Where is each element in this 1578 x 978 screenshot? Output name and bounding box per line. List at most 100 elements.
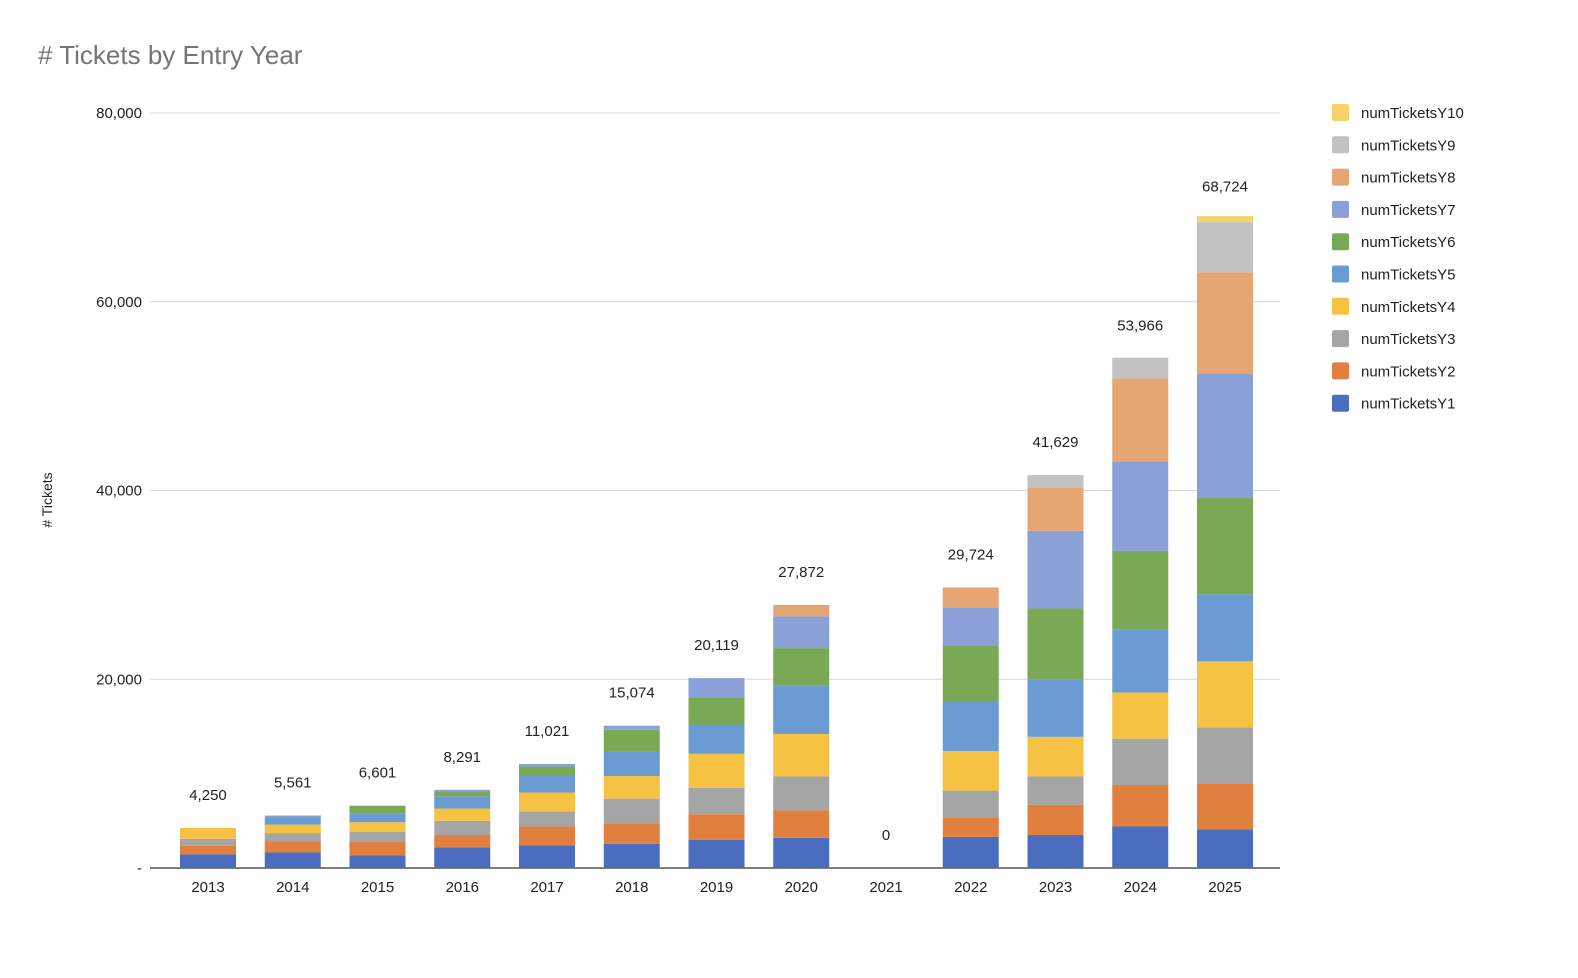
bar-segment-numTicketsY1-2017 — [519, 845, 575, 868]
bar-segment-numTicketsY6-2025 — [1197, 498, 1253, 595]
bar-segment-numTicketsY7-2018 — [603, 725, 660, 730]
bar-segment-numTicketsY1-2018 — [603, 843, 660, 868]
bar-segment-numTicketsY2-2023 — [1027, 804, 1084, 835]
total-data-label: 27,872 — [778, 564, 824, 581]
bar-segment-numTicketsY1-2013 — [180, 854, 236, 868]
bar-segment-numTicketsY3-2015 — [349, 831, 406, 843]
bar-segment-numTicketsY2-2022 — [942, 817, 999, 837]
legend-swatch — [1332, 233, 1349, 251]
bar-segment-numTicketsY10-2025 — [1197, 216, 1253, 223]
bar-segment-numTicketsY3-2023 — [1027, 776, 1084, 805]
bar-segment-numTicketsY5-2025 — [1197, 594, 1253, 662]
bar-segment-numTicketsY4-2015 — [349, 822, 406, 832]
y-axis-title: # Tickets — [39, 472, 55, 527]
legend-swatch — [1332, 265, 1349, 283]
bar-segment-numTicketsY3-2016 — [434, 820, 491, 835]
bar-segment-numTicketsY6-2015 — [349, 805, 406, 814]
bar-segment-numTicketsY6-2023 — [1027, 608, 1084, 680]
bar-segment-numTicketsY6-2016 — [434, 791, 491, 797]
legend-label: numTicketsY1 — [1361, 396, 1455, 413]
total-data-label: 68,724 — [1202, 178, 1248, 195]
x-tick-label: 2017 — [530, 879, 563, 896]
bar-segment-numTicketsY7-2020 — [773, 616, 830, 649]
legend-swatch — [1332, 330, 1349, 348]
total-data-label: 8,291 — [443, 749, 481, 766]
bar-segment-numTicketsY4-2016 — [434, 808, 491, 821]
total-data-label: 5,561 — [274, 775, 312, 792]
total-data-label: 53,966 — [1117, 318, 1163, 335]
bar-segment-numTicketsY6-2018 — [603, 729, 660, 752]
legend-label: numTicketsY10 — [1361, 105, 1464, 122]
bar-segment-numTicketsY6-2017 — [519, 766, 575, 776]
bar-segment-numTicketsY3-2019 — [688, 787, 745, 815]
legend-label: numTicketsY3 — [1361, 331, 1455, 348]
bar-segment-numTicketsY9-2024 — [1112, 357, 1169, 379]
x-tick-label: 2019 — [700, 879, 733, 896]
bar-segment-numTicketsY7-2017 — [519, 763, 575, 767]
bar-segment-numTicketsY6-2022 — [942, 645, 999, 701]
total-data-label: 11,021 — [525, 723, 570, 740]
x-tick-label: 2025 — [1208, 879, 1241, 896]
bar-segment-numTicketsY4-2024 — [1112, 692, 1169, 739]
bar-segment-numTicketsY2-2014 — [264, 841, 321, 853]
bar-segment-numTicketsY3-2025 — [1197, 727, 1253, 785]
bar-segment-numTicketsY1-2023 — [1027, 834, 1084, 868]
bar-segment-numTicketsY2-2015 — [349, 842, 406, 856]
x-tick-label: 2015 — [361, 879, 394, 896]
y-tick-label: 40,000 — [96, 483, 142, 500]
bar-segment-numTicketsY4-2018 — [603, 775, 660, 799]
legend-swatch — [1332, 394, 1349, 412]
bar-segment-numTicketsY8-2022 — [942, 587, 999, 608]
bar-segment-numTicketsY2-2025 — [1197, 784, 1253, 830]
bar-segment-numTicketsY1-2020 — [773, 837, 830, 868]
x-tick-label: 2023 — [1039, 879, 1072, 896]
bar-segment-numTicketsY1-2016 — [434, 847, 491, 868]
bar-segment-numTicketsY5-2023 — [1027, 679, 1084, 737]
bar-segment-numTicketsY6-2020 — [773, 648, 830, 686]
total-data-label: 4,250 — [189, 787, 227, 804]
bar-segment-numTicketsY5-2024 — [1112, 629, 1169, 693]
bar-segment-numTicketsY3-2013 — [180, 838, 236, 846]
bar-segment-numTicketsY5-2015 — [349, 813, 406, 823]
bar-segment-numTicketsY3-2022 — [942, 790, 999, 818]
bar-segment-numTicketsY3-2024 — [1112, 738, 1169, 785]
legend: numTicketsY10 numTicketsY9 numTicketsY8 num… — [1332, 104, 1464, 413]
bar-segment-numTicketsY4-2023 — [1027, 736, 1084, 777]
bar-segment-numTicketsY5-2022 — [942, 700, 999, 751]
bar-segment-numTicketsY2-2024 — [1112, 784, 1169, 827]
bar-segment-numTicketsY3-2014 — [264, 833, 321, 842]
total-data-label: 0 — [882, 827, 890, 844]
chart-title: # Tickets by Entry Year — [38, 40, 303, 70]
bar-segment-numTicketsY1-2024 — [1112, 826, 1169, 868]
bar-segment-numTicketsY4-2014 — [264, 824, 321, 834]
x-tick-label: 2021 — [869, 879, 902, 896]
bar-segment-numTicketsY6-2019 — [688, 697, 745, 725]
legend-label: numTicketsY7 — [1361, 202, 1455, 219]
x-tick-label: 2016 — [446, 879, 479, 896]
bar-segment-numTicketsY4-2013 — [180, 827, 236, 839]
x-tick-label: 2013 — [191, 879, 224, 896]
legend-swatch — [1332, 362, 1349, 380]
bar-segment-numTicketsY4-2017 — [519, 792, 575, 812]
bar-segment-numTicketsY2-2013 — [180, 845, 236, 855]
bar-segment-numTicketsY4-2020 — [773, 733, 830, 777]
bar-segment-numTicketsY7-2023 — [1027, 530, 1084, 609]
bar-segment-numTicketsY5-2016 — [434, 796, 491, 809]
bar-segment-numTicketsY9-2025 — [1197, 222, 1253, 273]
bar-segment-numTicketsY1-2015 — [349, 855, 406, 868]
bar-segment-numTicketsY2-2019 — [688, 814, 745, 840]
bars: 2013 4,250 2014 5,561 2015 6,601 2016 8,291 2017… — [180, 178, 1253, 896]
bar-segment-numTicketsY1-2014 — [264, 852, 321, 868]
total-data-label: 20,119 — [694, 637, 739, 654]
legend-swatch — [1332, 200, 1349, 218]
bar-segment-numTicketsY2-2016 — [434, 834, 491, 848]
legend-label: numTicketsY5 — [1361, 267, 1455, 284]
bar-segment-numTicketsY1-2022 — [942, 836, 999, 868]
bar-segment-numTicketsY7-2022 — [942, 607, 999, 646]
bar-segment-numTicketsY9-2023 — [1027, 475, 1084, 488]
legend-label: numTicketsY8 — [1361, 170, 1455, 187]
bar-segment-numTicketsY4-2022 — [942, 750, 999, 791]
total-data-label: 29,724 — [948, 546, 994, 563]
y-tick-label: 80,000 — [96, 105, 142, 122]
